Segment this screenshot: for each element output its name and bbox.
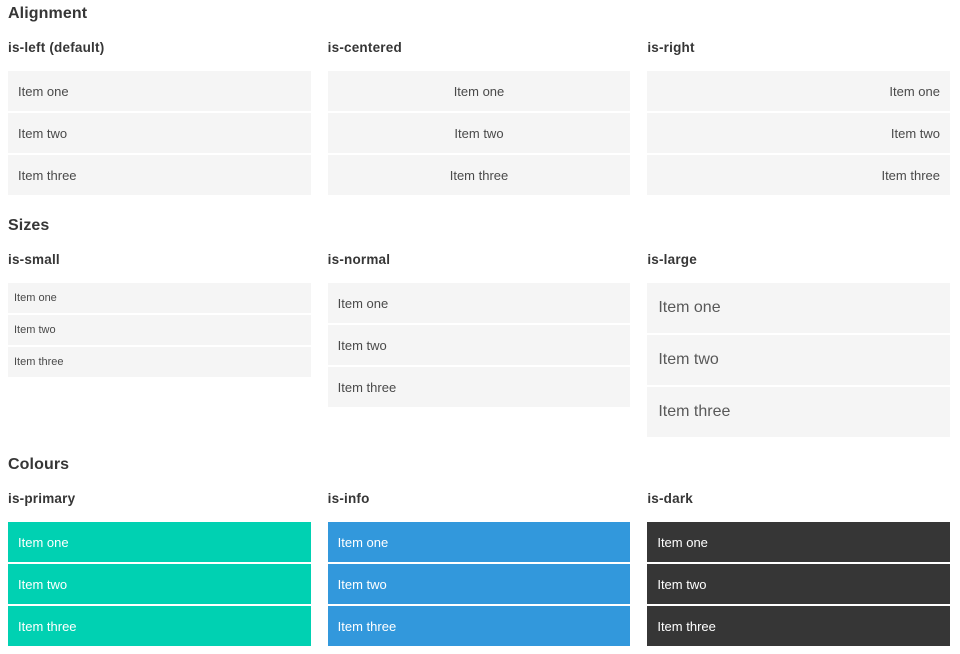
alignment-col-right: is-right Item one Item two Item three [647,40,950,197]
section-title-colours: Colours [8,456,70,473]
list-item[interactable]: Item two [647,335,950,385]
list-item[interactable]: Item two [8,564,311,604]
list-item[interactable]: Item three [8,347,311,377]
list-item[interactable]: Item three [8,155,311,195]
sizes-col-normal: is-normal Item one Item two Item three [327,252,631,439]
list-item[interactable]: Item one [8,522,311,562]
list-color-dark: Item one Item two Item three [647,522,950,646]
list-item[interactable]: Item one [647,71,950,111]
list-item[interactable]: Item one [327,283,631,323]
list-item[interactable]: Item three [647,387,950,437]
list-item[interactable]: Item two [647,564,950,604]
list-item[interactable]: Item two [8,315,311,345]
colours-col-primary: is-primary Item one Item two Item three [8,491,311,648]
sizes-section: Sizes is-small Item one Item two Item th… [8,216,950,439]
list-item[interactable]: Item one [8,283,311,313]
list-item[interactable]: Item two [327,564,631,604]
list-item[interactable]: Item two [327,113,631,153]
section-title-alignment: Alignment [8,5,88,22]
column-heading-is-dark: is-dark [647,491,693,506]
list-item[interactable]: Item two [647,113,950,153]
list-item[interactable]: Item three [8,606,311,646]
list-item[interactable]: Item three [327,606,631,646]
column-heading-is-normal: is-normal [327,252,391,267]
sizes-grid: is-small Item one Item two Item three is… [8,252,950,439]
column-heading-is-small: is-small [8,252,60,267]
alignment-grid: is-left (default) Item one Item two Item… [8,40,950,197]
list-item[interactable]: Item three [327,155,631,195]
section-title-sizes: Sizes [8,217,50,234]
list-align-center: Item one Item two Item three [327,71,631,195]
alignment-col-centered: is-centered Item one Item two Item three [327,40,631,197]
sizes-col-small: is-small Item one Item two Item three [8,252,311,439]
list-size-large: Item one Item two Item three [647,283,950,437]
alignment-col-left: is-left (default) Item one Item two Item… [8,40,311,197]
list-size-small: Item one Item two Item three [8,283,311,377]
alignment-section: Alignment is-left (default) Item one Ite… [8,4,950,197]
list-item[interactable]: Item three [647,155,950,195]
column-heading-is-info: is-info [327,491,370,506]
list-align-right: Item one Item two Item three [647,71,950,195]
list-size-normal: Item one Item two Item three [327,283,631,407]
column-heading-is-left: is-left (default) [8,40,105,55]
list-item[interactable]: Item two [327,325,631,365]
colours-grid: is-primary Item one Item two Item three … [8,491,950,648]
list-item[interactable]: Item one [647,522,950,562]
list-align-left: Item one Item two Item three [8,71,311,195]
list-item[interactable]: Item three [327,367,631,407]
column-heading-is-centered: is-centered [327,40,402,55]
colours-col-info: is-info Item one Item two Item three [327,491,631,648]
column-heading-is-large: is-large [647,252,697,267]
list-item[interactable]: Item one [8,71,311,111]
column-heading-is-right: is-right [647,40,695,55]
list-color-info: Item one Item two Item three [327,522,631,646]
list-item[interactable]: Item two [8,113,311,153]
list-item[interactable]: Item one [327,522,631,562]
list-item[interactable]: Item one [327,71,631,111]
colours-section: Colours is-primary Item one Item two Ite… [8,455,950,648]
colours-col-dark: is-dark Item one Item two Item three [647,491,950,648]
list-item[interactable]: Item one [647,283,950,333]
list-color-primary: Item one Item two Item three [8,522,311,646]
list-item[interactable]: Item three [647,606,950,646]
column-heading-is-primary: is-primary [8,491,76,506]
sizes-col-large: is-large Item one Item two Item three [647,252,950,439]
